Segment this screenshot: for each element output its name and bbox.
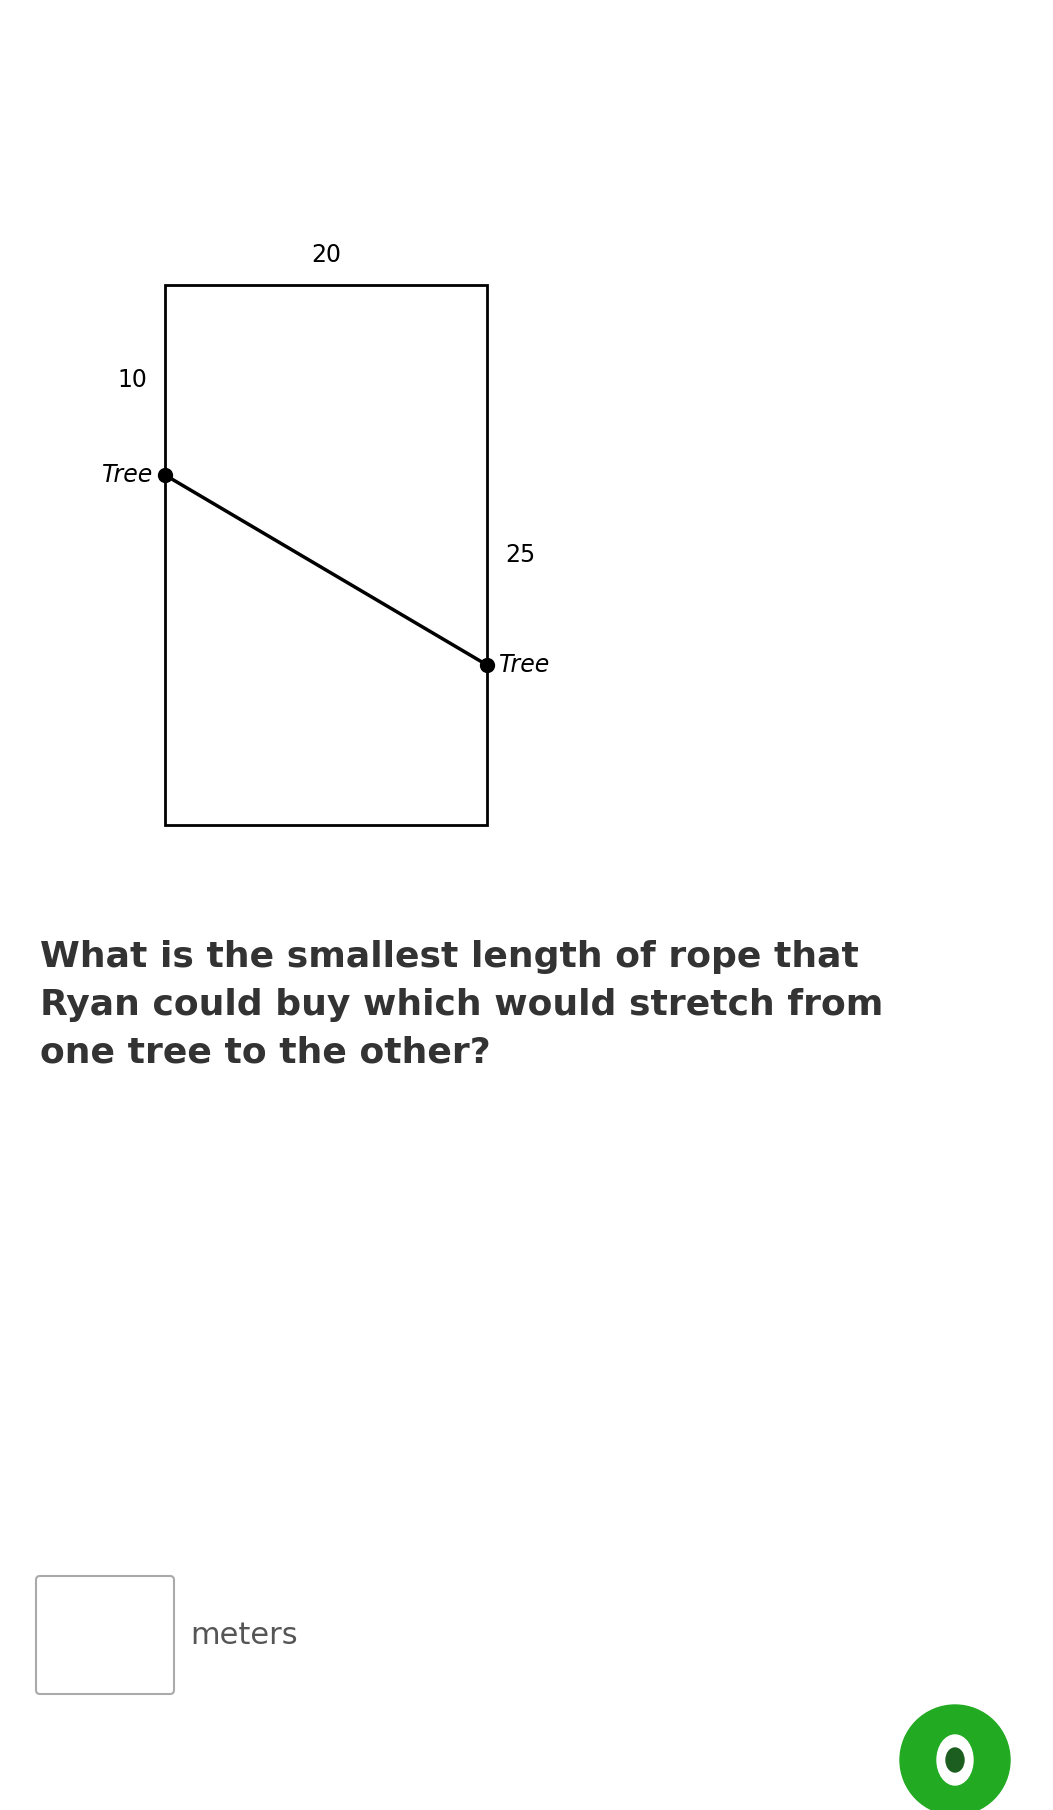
Text: Tree: Tree (102, 463, 153, 487)
Text: 20: 20 (311, 243, 341, 268)
Circle shape (900, 1705, 1010, 1810)
FancyBboxPatch shape (36, 1577, 174, 1694)
Text: meters: meters (190, 1620, 298, 1649)
Text: Tree: Tree (499, 653, 551, 677)
Text: 25: 25 (505, 543, 535, 567)
Text: What is the smallest length of rope that
Ryan could buy which would stretch from: What is the smallest length of rope that… (40, 939, 883, 1070)
Ellipse shape (937, 1736, 973, 1785)
Text: 10: 10 (117, 367, 147, 393)
Ellipse shape (946, 1748, 963, 1772)
Bar (165, 284, 486, 825)
Text: ←  Pythagorean theorem challenge: ← Pythagorean theorem challenge (47, 25, 758, 60)
